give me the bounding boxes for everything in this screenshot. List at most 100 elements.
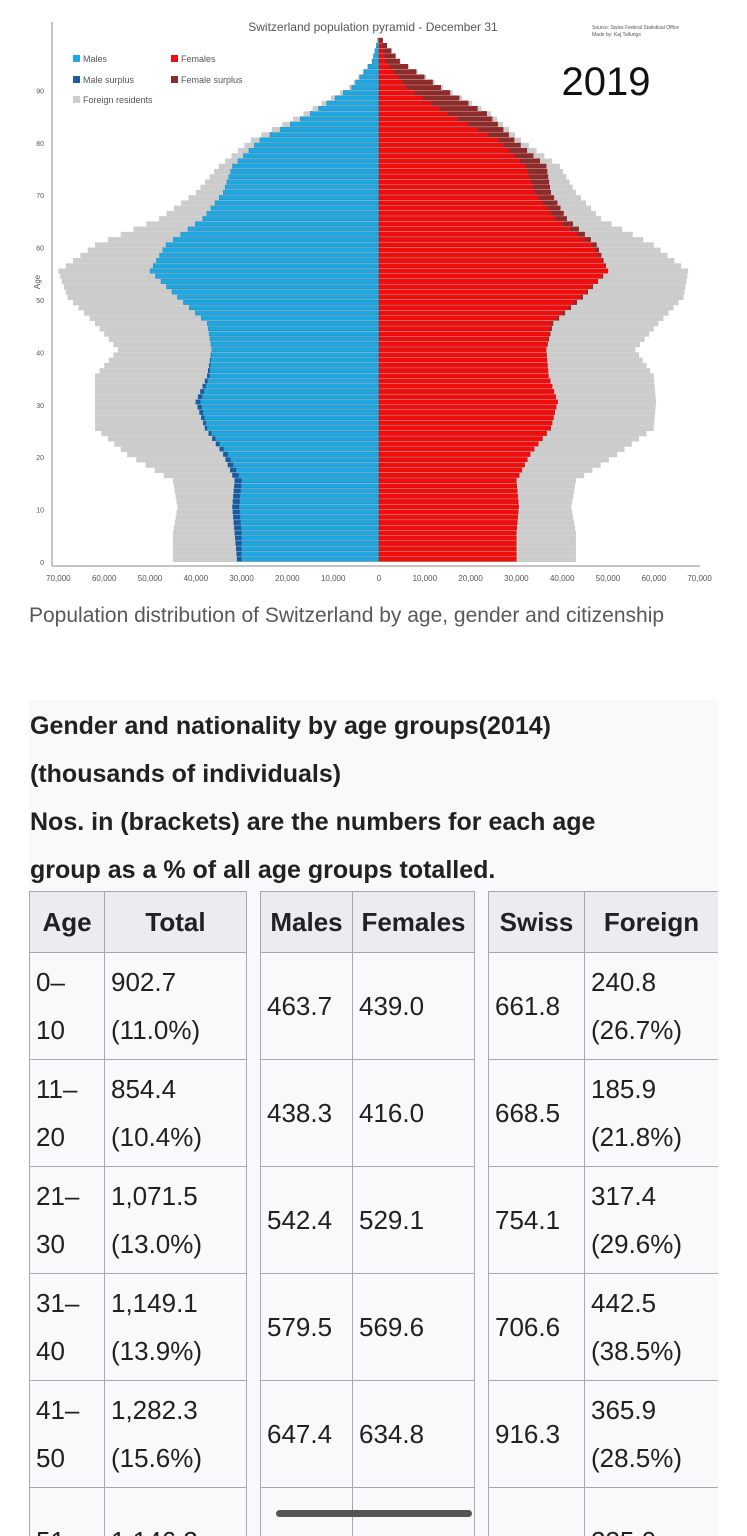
male-bar	[200, 388, 380, 394]
x-tick-label: 30,000	[504, 574, 529, 583]
cell-total: 854.4 (10.4%)	[104, 1059, 247, 1167]
male-bar	[197, 404, 380, 410]
female-bar	[378, 137, 515, 143]
x-tick-label: 50,000	[596, 574, 621, 583]
female-bar	[378, 326, 552, 331]
female-bar	[378, 236, 591, 242]
male-surplus-bar	[233, 493, 241, 499]
x-tick-label: 60,000	[642, 574, 667, 583]
female-bar	[378, 284, 594, 290]
female-bar	[378, 404, 557, 410]
female-bar	[378, 195, 555, 200]
x-tick-label: 20,000	[275, 574, 300, 583]
male-bar	[208, 362, 380, 368]
cell-foreign-value: 240.8	[591, 967, 657, 997]
cell-age: 21– 30	[29, 1166, 105, 1274]
x-tick-label: 10,000	[321, 574, 346, 583]
male-bar	[235, 546, 380, 552]
x-tick-label: 40,000	[550, 574, 575, 583]
female-surplus-bar	[569, 226, 579, 232]
male-bar	[254, 142, 380, 148]
female-bar	[378, 168, 548, 174]
male-bar	[279, 126, 380, 132]
male-bar	[318, 105, 380, 111]
table-caption: Gender and nationality by age groups(201…	[29, 700, 718, 894]
cell-age: 11– 20	[29, 1059, 105, 1167]
cell-foreign-value: 317.4	[591, 1181, 657, 1211]
cell-males: 542.4	[260, 1166, 353, 1274]
female-bar	[378, 493, 518, 499]
cell-foreign: 442.5 (38.5%)	[584, 1273, 718, 1381]
cell-total-value: 854.4	[111, 1074, 177, 1104]
cell-swiss-value: 706.6	[495, 1312, 561, 1342]
male-bar	[202, 216, 380, 221]
legend-foreign-residents-text: Foreign residents	[83, 95, 153, 105]
cell-total: 1,149.1 (13.9%)	[104, 1273, 247, 1381]
female-bar	[378, 525, 518, 531]
female-bar	[378, 231, 585, 237]
female-bar	[378, 179, 550, 185]
male-surplus-bar	[232, 509, 240, 515]
legend-male-surplus-text: Male surplus	[83, 75, 135, 85]
male-bar	[204, 378, 380, 384]
cell-foreign-value: (28.5%)	[591, 1443, 683, 1473]
male-bar	[180, 231, 380, 237]
female-bar	[378, 362, 548, 368]
male-bar	[177, 294, 380, 300]
male-bar	[208, 326, 380, 331]
cell-males: 463.7	[260, 952, 353, 1060]
column-gap	[474, 1487, 489, 1536]
male-surplus-bar	[223, 451, 228, 457]
female-surplus-bar	[562, 310, 565, 316]
male-bar	[173, 236, 380, 242]
cell-females-value: 416.0	[359, 1098, 425, 1128]
female-surplus-bar	[551, 210, 564, 216]
age-groups-table: Age Total Males Females Swiss Foreign 0–…	[29, 891, 718, 1536]
male-surplus-bar	[207, 373, 210, 378]
header-total: Total	[104, 891, 247, 953]
male-bar	[233, 488, 380, 494]
female-surplus-bar	[525, 163, 547, 169]
female-bar	[378, 242, 597, 248]
male-bar	[208, 367, 380, 373]
female-surplus-bar	[547, 205, 561, 211]
male-surplus-bar	[232, 472, 239, 478]
female-bar	[378, 147, 528, 153]
female-bar	[378, 378, 551, 384]
male-bar	[248, 147, 380, 153]
chart-author: Made by: Kaj Tallungs	[592, 32, 641, 38]
male-bar	[259, 137, 380, 143]
male-bar	[207, 320, 380, 326]
female-bar	[378, 341, 548, 347]
female-bar	[378, 472, 520, 478]
female-surplus-bar	[385, 58, 400, 64]
female-bar	[378, 483, 518, 489]
female-surplus-bar	[598, 252, 602, 258]
y-tick-label: 0	[40, 560, 44, 567]
cell-age-value: 21–	[36, 1181, 80, 1211]
female-bar	[378, 509, 519, 515]
male-bar	[233, 514, 380, 520]
cell-age: 31– 40	[29, 1273, 105, 1381]
female-surplus-bar	[431, 100, 469, 106]
male-surplus-bar	[233, 520, 241, 525]
cell-swiss: 668.5	[488, 1059, 585, 1167]
y-tick-label: 50	[36, 298, 44, 305]
male-bar	[326, 100, 380, 106]
male-bar	[235, 535, 380, 541]
male-bar	[234, 530, 380, 536]
table-body: 0– 10 902.7 (11.0%) 463.7 439.0 661.8 240.8 (26.…	[29, 952, 718, 1536]
table-row: 0– 10 902.7 (11.0%) 463.7 439.0 661.8 240.8 (26.…	[29, 952, 718, 1060]
y-tick-label: 60	[36, 246, 44, 253]
cell-swiss: 754.1	[488, 1166, 585, 1274]
cell-males-value: 542.4	[267, 1205, 333, 1235]
female-bar	[378, 216, 567, 221]
male-bar	[269, 132, 380, 138]
male-bar	[300, 116, 380, 122]
male-bar	[236, 551, 380, 557]
male-bar	[232, 472, 380, 478]
female-bar	[378, 352, 547, 358]
male-bar	[212, 436, 380, 442]
horizontal-scroll-handle[interactable]	[276, 1510, 472, 1517]
male-surplus-bar	[234, 483, 242, 489]
